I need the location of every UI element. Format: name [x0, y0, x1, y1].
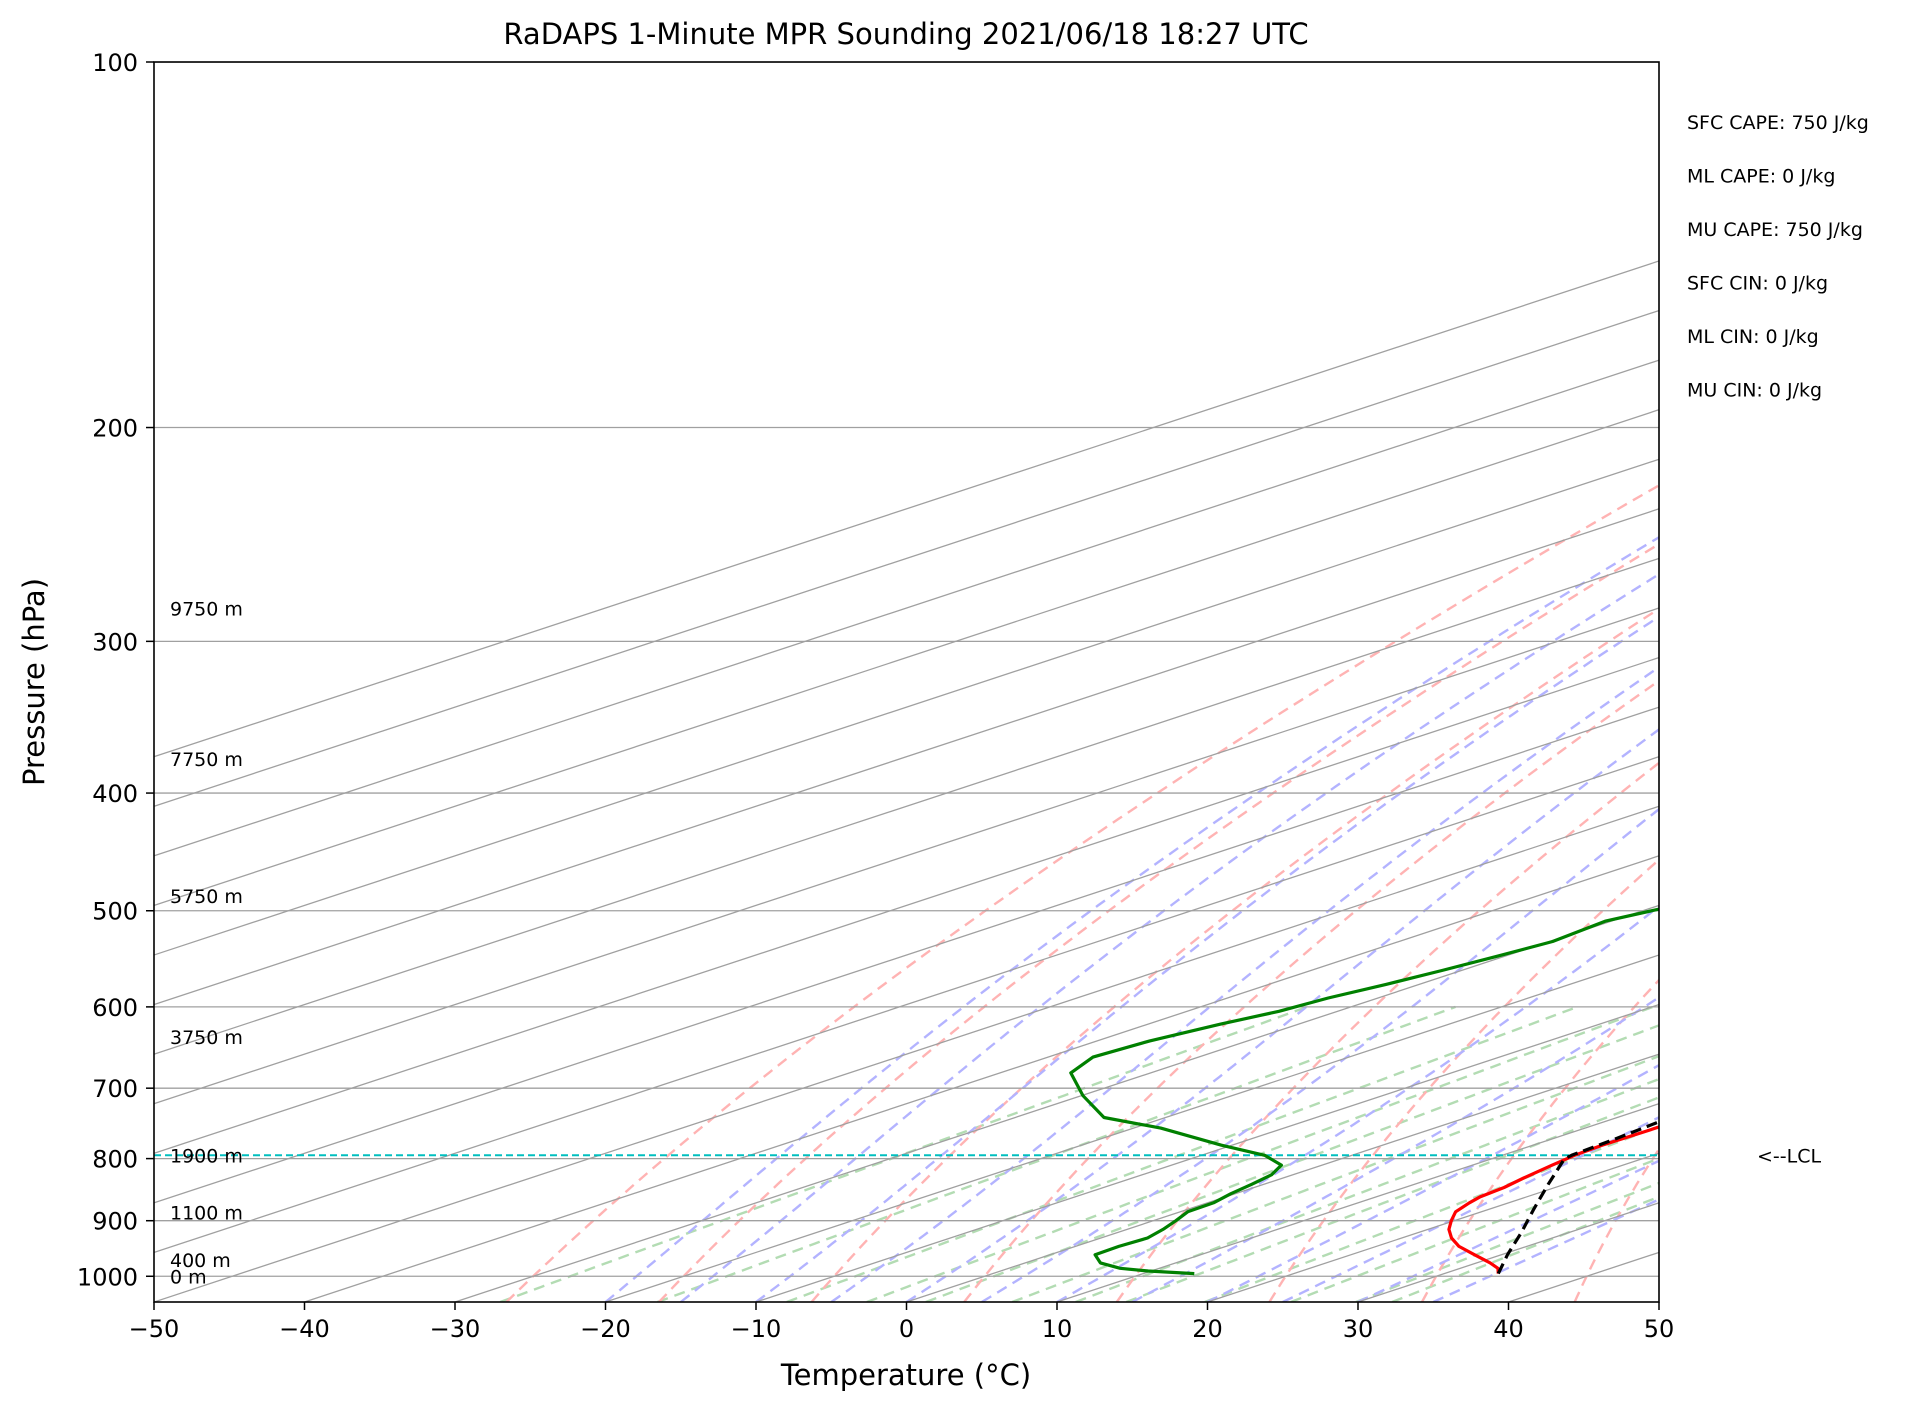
moist-adiabats [604, 535, 1659, 1302]
x-tick-label: 30 [1343, 1315, 1374, 1343]
temperature-profile [1447, 1125, 1659, 1274]
y-axis-title: Pressure (hPa) [17, 578, 51, 786]
isotherm-line [154, 359, 1659, 857]
y-tick-label: 600 [92, 994, 138, 1022]
cape-cin-annotation: ML CAPE: 0 J/kg [1687, 166, 1835, 188]
height-label: 9750 m [170, 599, 243, 621]
y-axis: 100 200 300 400 500 600 700 800 900 1000 [77, 49, 154, 1291]
cape-cin-annotation: ML CIN: 0 J/kg [1687, 326, 1819, 348]
moist-adiabat [1131, 995, 1659, 1302]
isotherm-line [154, 508, 1659, 1006]
y-tick-label: 400 [92, 780, 138, 808]
height-label: 7750 m [170, 749, 243, 771]
sounding-profiles [1069, 907, 1659, 1276]
mixing-ratio-line [786, 1005, 1578, 1302]
moist-adiabat [830, 665, 1659, 1302]
cape-cin-annotation: MU CAPE: 750 J/kg [1687, 219, 1863, 241]
moist-adiabat [1432, 1198, 1659, 1302]
chart-title: RaDAPS 1-Minute MPR Sounding 2021/06/18 … [503, 17, 1308, 51]
isotherm-line [154, 756, 1659, 1254]
x-tick-label: −50 [129, 1315, 180, 1343]
x-tick-label: −40 [279, 1315, 330, 1343]
height-label: 400 m [170, 1250, 231, 1272]
x-tick-label: 10 [1042, 1315, 1073, 1343]
isotherm-gridlines [154, 260, 1659, 1302]
isotherm-line [154, 607, 1659, 1105]
isotherm-line [755, 1003, 1659, 1302]
y-tick-label: 200 [92, 415, 138, 443]
isotherm-line [154, 458, 1659, 956]
height-label: 1900 m [170, 1145, 243, 1167]
plot-area [154, 62, 1659, 1302]
cape-cin-annotation: SFC CIN: 0 J/kg [1687, 273, 1828, 295]
x-axis: −50 −40 −30 −20 −10 0 10 20 30 40 50 [129, 1302, 1675, 1343]
cape-cin-annotations: SFC CAPE: 750 J/kg ML CAPE: 0 J/kg MU CAPE… [1687, 112, 1869, 402]
x-tick-label: −30 [430, 1315, 481, 1343]
isotherm-line [154, 805, 1659, 1302]
dry-adiabat [1115, 761, 1659, 1302]
isotherm-line [154, 309, 1659, 807]
isobar-gridlines [154, 62, 1659, 1277]
lcl-label: <--LCL [1757, 1145, 1821, 1167]
height-labels: 9750 m 7750 m 5750 m 3750 m 1900 m 1100 m 400 … [170, 599, 243, 1289]
moist-adiabat [1206, 1063, 1659, 1302]
isotherm-line [906, 1053, 1659, 1302]
isotherm-line [605, 954, 1659, 1302]
mixing-ratio-line [1125, 1096, 1659, 1302]
height-label: 3750 m [170, 1027, 243, 1049]
x-tick-label: −20 [580, 1315, 631, 1343]
x-tick-label: −10 [731, 1315, 782, 1343]
x-tick-label: 0 [899, 1315, 914, 1343]
moist-adiabat [755, 615, 1659, 1302]
moist-adiabat [680, 572, 1659, 1302]
height-label: 0 m [170, 1266, 207, 1288]
y-tick-label: 700 [92, 1075, 138, 1103]
y-tick-label: 1000 [77, 1263, 138, 1291]
mixing-ratio-line [657, 1005, 1456, 1302]
isotherm-line [154, 409, 1659, 907]
dry-adiabat [505, 483, 1659, 1302]
isotherm-line [304, 855, 1659, 1302]
mixing-ratio-line [1011, 1054, 1659, 1302]
cape-cin-annotation: MU CIN: 0 J/kg [1687, 380, 1822, 402]
moist-adiabat [604, 535, 1659, 1302]
isotherm-line [154, 557, 1659, 1055]
isotherm-line [154, 260, 1659, 758]
dewpoint-profile [1069, 907, 1659, 1276]
x-axis-title: Temperature (°C) [780, 1358, 1031, 1392]
isotherm-line [154, 656, 1659, 1154]
moist-adiabat [1357, 1159, 1659, 1302]
dry-adiabat [1420, 978, 1659, 1302]
x-tick-label: 20 [1192, 1315, 1223, 1343]
mixing-ratio-line [866, 1005, 1654, 1302]
y-tick-label: 500 [92, 898, 138, 926]
moist-adiabat [1056, 904, 1659, 1302]
mixing-ratio-line [925, 1024, 1659, 1302]
y-tick-label: 800 [92, 1146, 138, 1174]
moist-adiabat [905, 727, 1659, 1302]
y-tick-label: 300 [92, 628, 138, 656]
height-label: 5750 m [170, 886, 243, 908]
y-tick-label: 900 [92, 1208, 138, 1236]
isotherm-line [154, 706, 1659, 1204]
height-label: 1100 m [170, 1202, 243, 1224]
mixing-ratio-line [1290, 1157, 1659, 1302]
x-tick-label: 40 [1493, 1315, 1524, 1343]
moist-adiabat [981, 807, 1659, 1302]
dry-adiabat [658, 542, 1659, 1302]
mixing-ratio-line [499, 1005, 1308, 1302]
dry-adiabat [810, 607, 1659, 1302]
x-tick-label: 50 [1644, 1315, 1675, 1343]
cape-cin-annotation: SFC CAPE: 750 J/kg [1687, 112, 1869, 134]
y-tick-label: 100 [92, 49, 138, 77]
